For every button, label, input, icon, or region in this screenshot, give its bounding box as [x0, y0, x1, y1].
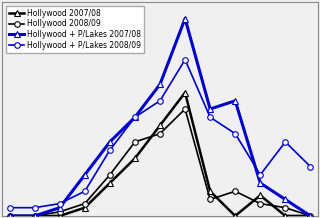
- Legend: Hollywood 2007/08, Hollywood 2008/09, Hollywood + P/Lakes 2007/08, Hollywood + P: Hollywood 2007/08, Hollywood 2008/09, Ho…: [6, 6, 144, 53]
- Hollywood + P/Lakes 2008/09: [83, 190, 87, 192]
- Hollywood 2008/09: [83, 202, 87, 205]
- Hollywood + P/Lakes 2007/08: [58, 206, 62, 209]
- Hollywood + P/Lakes 2008/09: [58, 202, 62, 205]
- Hollywood + P/Lakes 2008/09: [308, 165, 312, 168]
- Hollywood + P/Lakes 2007/08: [33, 215, 36, 217]
- Hollywood 2008/09: [284, 206, 287, 209]
- Hollywood 2007/08: [108, 182, 112, 184]
- Hollywood 2007/08: [208, 190, 212, 192]
- Hollywood + P/Lakes 2007/08: [83, 174, 87, 176]
- Hollywood 2007/08: [183, 91, 187, 94]
- Hollywood + P/Lakes 2007/08: [284, 198, 287, 201]
- Hollywood 2008/09: [258, 202, 262, 205]
- Line: Hollywood 2008/09: Hollywood 2008/09: [7, 106, 313, 218]
- Hollywood 2007/08: [58, 215, 62, 217]
- Hollywood + P/Lakes 2008/09: [284, 141, 287, 143]
- Hollywood 2007/08: [258, 194, 262, 197]
- Hollywood 2007/08: [83, 206, 87, 209]
- Hollywood + P/Lakes 2007/08: [108, 141, 112, 143]
- Hollywood + P/Lakes 2007/08: [133, 116, 137, 119]
- Hollywood + P/Lakes 2008/09: [183, 58, 187, 61]
- Hollywood + P/Lakes 2007/08: [308, 215, 312, 217]
- Hollywood 2007/08: [133, 157, 137, 160]
- Hollywood + P/Lakes 2008/09: [233, 132, 237, 135]
- Hollywood 2008/09: [233, 190, 237, 192]
- Line: Hollywood 2007/08: Hollywood 2007/08: [7, 90, 313, 218]
- Hollywood 2008/09: [208, 198, 212, 201]
- Hollywood 2007/08: [8, 215, 12, 217]
- Hollywood 2008/09: [33, 215, 36, 217]
- Hollywood 2008/09: [183, 108, 187, 110]
- Hollywood + P/Lakes 2007/08: [233, 99, 237, 102]
- Hollywood + P/Lakes 2008/09: [158, 99, 162, 102]
- Hollywood 2007/08: [33, 215, 36, 217]
- Hollywood 2008/09: [8, 215, 12, 217]
- Hollywood + P/Lakes 2008/09: [108, 149, 112, 152]
- Hollywood 2008/09: [158, 132, 162, 135]
- Hollywood 2007/08: [284, 215, 287, 217]
- Hollywood 2008/09: [308, 215, 312, 217]
- Hollywood + P/Lakes 2008/09: [33, 206, 36, 209]
- Hollywood 2008/09: [58, 211, 62, 213]
- Hollywood 2008/09: [108, 174, 112, 176]
- Hollywood + P/Lakes 2007/08: [258, 182, 262, 184]
- Hollywood + P/Lakes 2007/08: [208, 108, 212, 110]
- Hollywood 2007/08: [233, 215, 237, 217]
- Hollywood + P/Lakes 2008/09: [133, 116, 137, 119]
- Hollywood 2007/08: [158, 124, 162, 127]
- Hollywood + P/Lakes 2008/09: [8, 206, 12, 209]
- Hollywood 2007/08: [308, 215, 312, 217]
- Hollywood 2008/09: [133, 141, 137, 143]
- Hollywood + P/Lakes 2008/09: [258, 174, 262, 176]
- Line: Hollywood + P/Lakes 2008/09: Hollywood + P/Lakes 2008/09: [7, 57, 313, 210]
- Hollywood + P/Lakes 2007/08: [183, 17, 187, 20]
- Hollywood + P/Lakes 2007/08: [158, 83, 162, 86]
- Hollywood + P/Lakes 2008/09: [208, 116, 212, 119]
- Line: Hollywood + P/Lakes 2007/08: Hollywood + P/Lakes 2007/08: [7, 16, 313, 218]
- Hollywood + P/Lakes 2007/08: [8, 215, 12, 217]
